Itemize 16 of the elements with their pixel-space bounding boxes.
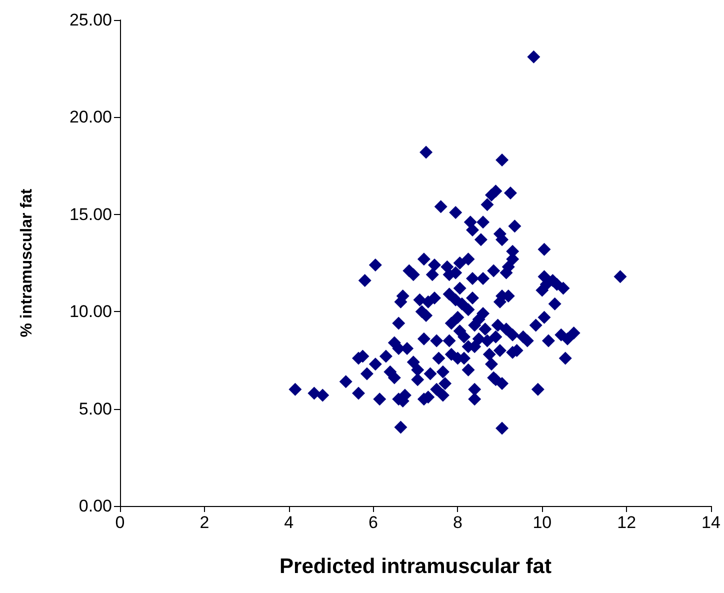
y-tick-label: 10.00 [69,302,112,322]
y-tick-label: 20.00 [69,108,112,127]
x-tick-label: 12 [617,513,636,532]
y-tick-label: 0.00 [78,496,112,516]
x-tick-label: 2 [200,513,210,532]
x-tick-label: 4 [284,513,294,532]
y-tick-label: 15.00 [69,204,112,224]
x-axis-title: Predicted intramuscular fat [280,555,552,578]
x-tick-label: 6 [368,513,378,532]
y-axis-title: % intramuscular fat [18,188,36,338]
y-tick-label: 5.00 [78,399,112,418]
x-tick-label: 10 [532,513,552,532]
y-tick-label: 25.00 [69,10,112,30]
x-tick-label: 8 [452,513,462,532]
x-tick-label: 14 [702,513,720,532]
x-tick-label: 0 [115,513,125,532]
